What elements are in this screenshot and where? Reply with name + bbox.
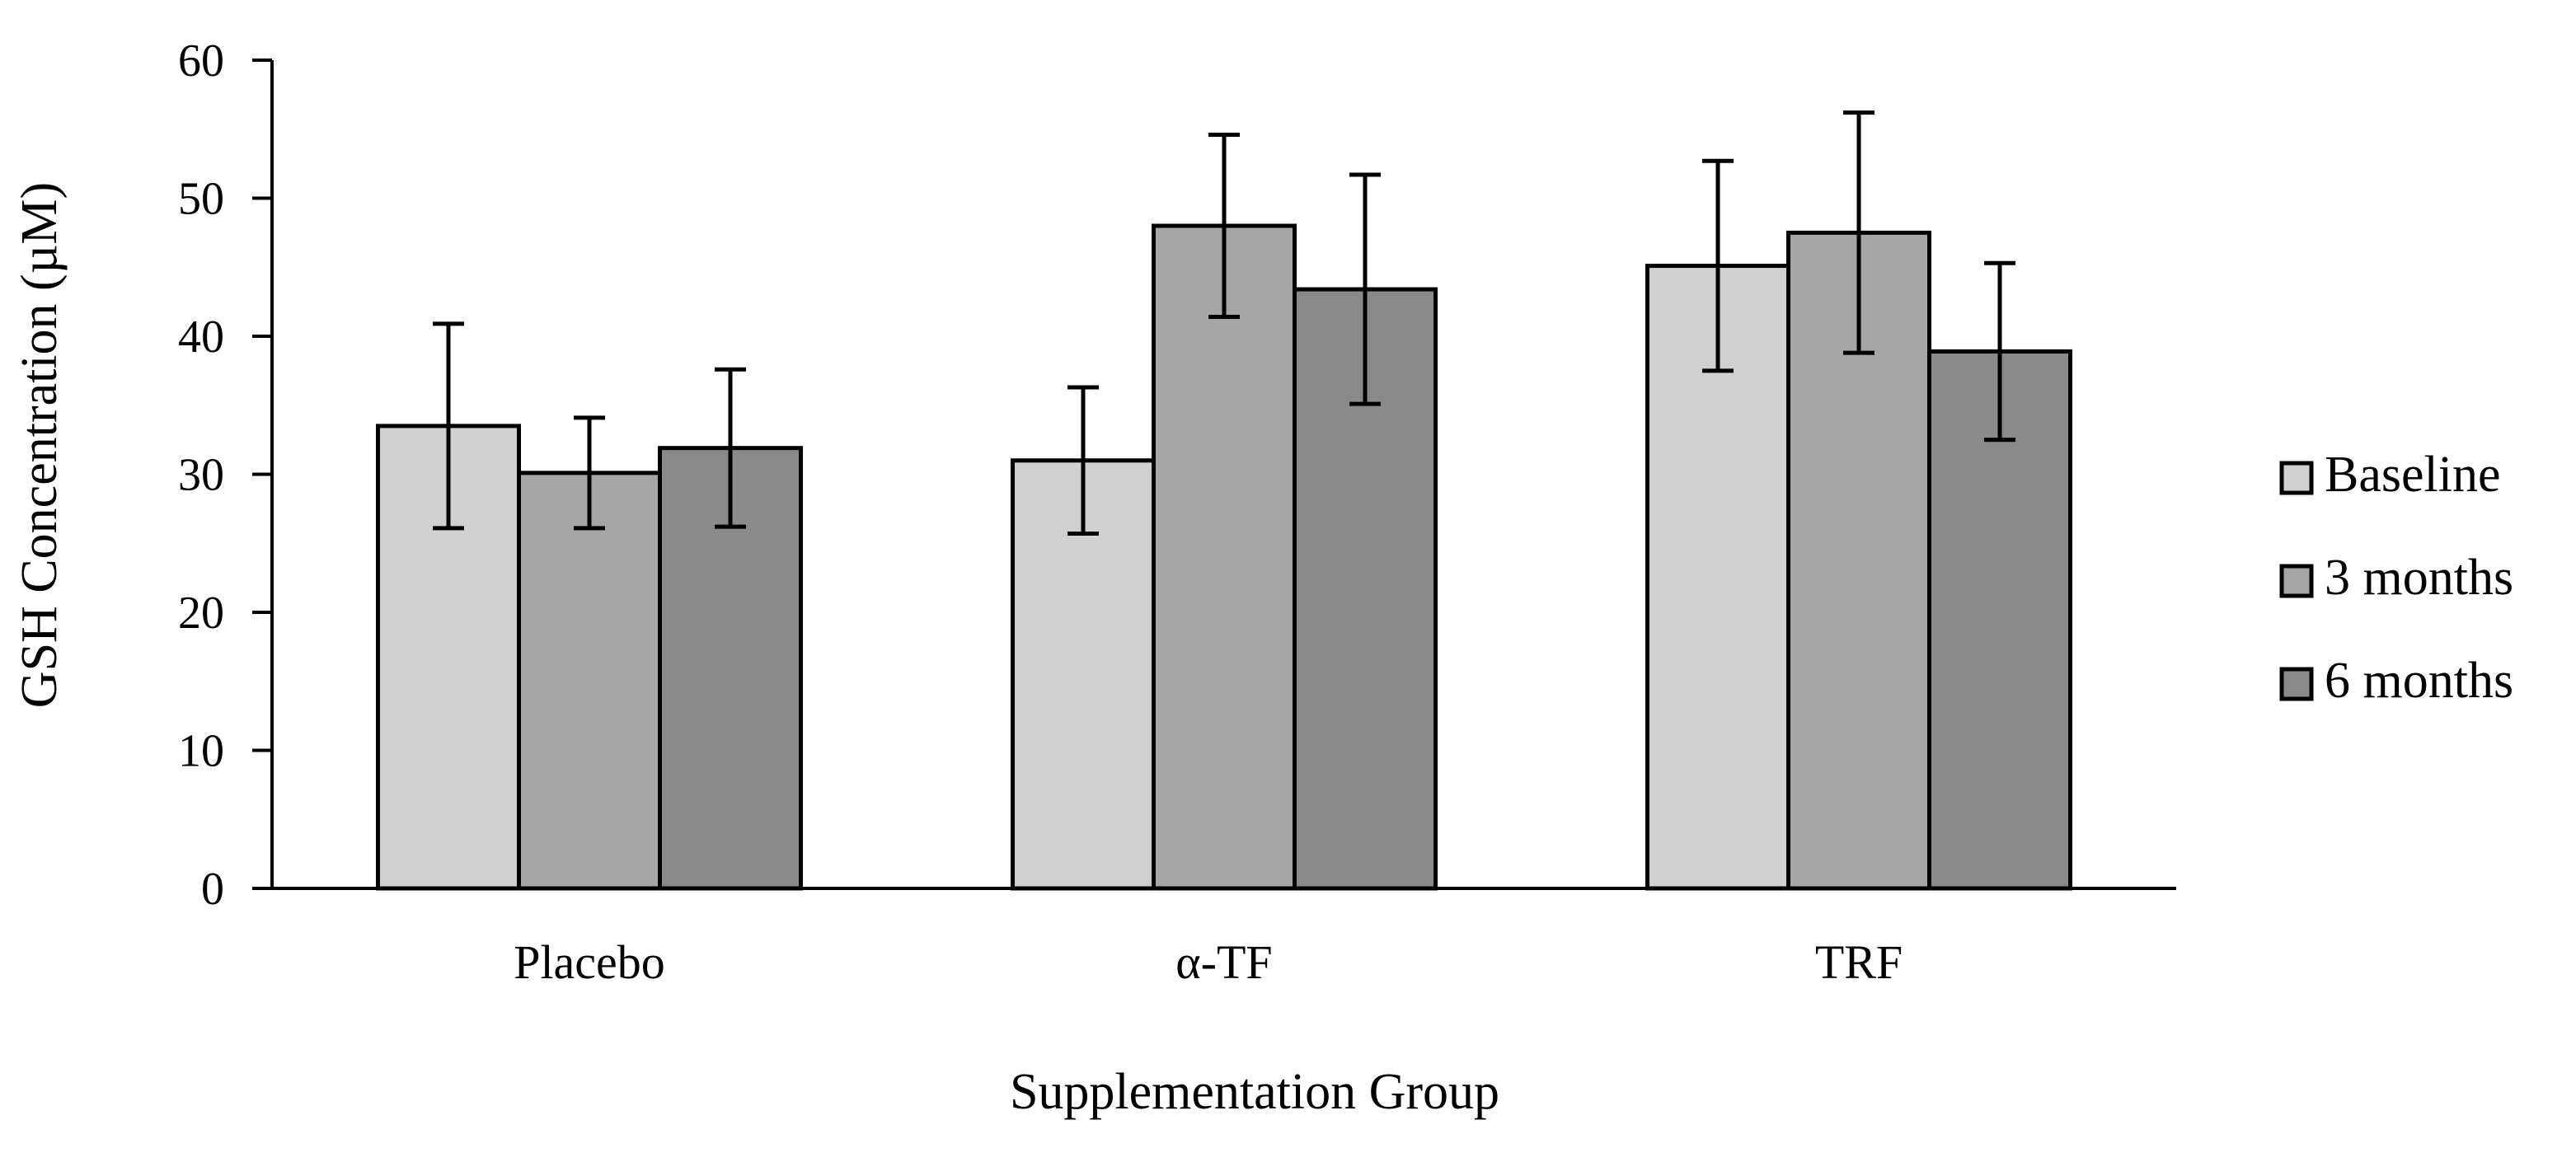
y-tick-label: 40 <box>178 312 224 363</box>
legend-swatch <box>2279 461 2314 495</box>
error-bar <box>1349 172 1381 406</box>
legend-label: Baseline <box>2325 447 2501 503</box>
y-axis-title: GSH Concentration (µM) <box>12 182 68 708</box>
error-bar <box>1843 110 1875 355</box>
error-bar <box>433 321 464 531</box>
x-axis-category-labels: Placebo α-TF TRF <box>514 935 1903 989</box>
error-bar <box>715 367 746 529</box>
legend-item: Baseline <box>2279 447 2501 503</box>
error-bar <box>1067 385 1099 536</box>
y-tick-label: 20 <box>178 588 224 639</box>
error-bar <box>1208 132 1240 320</box>
x-category-label: Placebo <box>514 935 665 989</box>
legend: Baseline 3 months 6 months <box>2279 447 2513 709</box>
legend-swatch <box>2279 564 2314 598</box>
y-tick-label: 10 <box>178 726 224 777</box>
error-bar <box>1984 260 2015 443</box>
x-category-label: TRF <box>1815 935 1903 989</box>
legend-item: 6 months <box>2279 653 2513 709</box>
bars-layer <box>376 223 2072 891</box>
legend-label: 3 months <box>2325 550 2513 606</box>
x-category-label: α-TF <box>1175 935 1272 989</box>
legend-item: 3 months <box>2279 550 2513 606</box>
y-axis-ticks: 0 10 20 30 40 50 60 <box>178 35 272 915</box>
y-tick-label: 50 <box>178 174 224 225</box>
y-tick-label: 30 <box>178 450 224 501</box>
bar-3-months-tf <box>1152 223 1297 891</box>
error-bar <box>1702 158 1734 373</box>
legend-label: 6 months <box>2325 653 2513 709</box>
x-axis-title: Supplementation Group <box>1010 1064 1499 1120</box>
bar-6-months-trf <box>1927 349 2072 891</box>
error-bars-layer <box>433 110 2015 536</box>
legend-swatch <box>2279 667 2314 701</box>
bar-3-months-placebo <box>517 471 662 891</box>
error-bar <box>574 415 605 531</box>
y-tick-label: 60 <box>178 35 224 87</box>
y-tick-label: 0 <box>201 864 224 915</box>
